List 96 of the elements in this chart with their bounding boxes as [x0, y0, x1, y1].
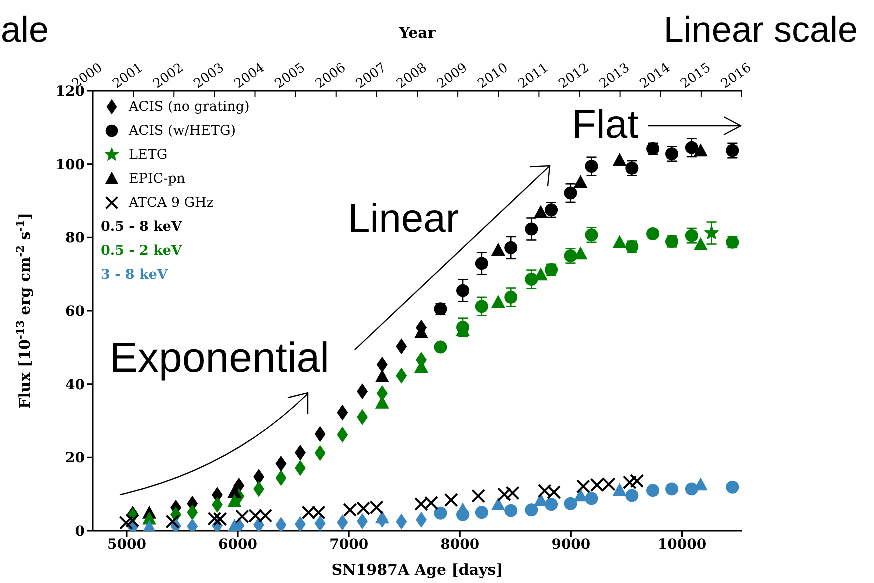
annotation: Flat	[572, 103, 639, 147]
point	[375, 510, 390, 524]
point	[312, 506, 326, 520]
point	[504, 290, 518, 304]
point	[545, 498, 558, 512]
point	[424, 496, 438, 510]
point	[497, 488, 512, 502]
point	[574, 488, 588, 502]
point	[602, 477, 616, 492]
text: Linear scale	[664, 9, 858, 50]
point	[622, 476, 637, 490]
point	[456, 284, 470, 298]
legend-label: ATCA 9 GHz	[129, 194, 214, 213]
point	[294, 516, 306, 531]
annotation: Linear	[348, 197, 460, 241]
y-tick-label: 40	[66, 377, 86, 394]
x-tick-label: 8000	[440, 536, 480, 553]
point	[534, 493, 548, 506]
point	[370, 500, 384, 515]
point	[126, 514, 140, 528]
point	[444, 493, 458, 508]
point	[547, 486, 562, 500]
point	[574, 175, 588, 188]
point	[576, 480, 590, 494]
text: ale	[1, 9, 50, 50]
point	[646, 228, 660, 240]
point	[506, 486, 520, 500]
point	[694, 144, 708, 157]
point	[228, 494, 242, 508]
point	[626, 489, 639, 502]
point	[213, 512, 228, 526]
point	[472, 489, 486, 504]
point	[646, 484, 660, 498]
y-tick-label: 20	[66, 450, 86, 467]
point	[726, 480, 740, 494]
point	[475, 300, 488, 314]
point	[414, 497, 428, 512]
point	[564, 497, 578, 510]
point	[525, 272, 538, 286]
point	[302, 506, 316, 520]
point	[685, 141, 698, 154]
point	[166, 514, 180, 529]
y-tick-label: 60	[66, 304, 86, 320]
annotation: 3 - 8 keV	[101, 266, 169, 285]
point	[375, 370, 390, 382]
point	[314, 516, 326, 531]
point	[343, 503, 358, 518]
legend-label: ACIS (w/HETG)	[129, 122, 236, 141]
point	[491, 295, 506, 308]
x-tick-label: 7000	[330, 536, 369, 553]
point	[630, 474, 644, 488]
point	[666, 482, 679, 496]
legend-label: LETG	[129, 146, 168, 165]
point	[585, 160, 598, 174]
point	[228, 485, 242, 498]
point	[704, 226, 720, 240]
point	[119, 516, 134, 530]
point	[491, 243, 506, 256]
point	[356, 502, 371, 516]
point	[475, 257, 488, 270]
x-tick-label: 9000	[552, 536, 591, 553]
point	[475, 506, 488, 520]
point	[504, 504, 518, 518]
point	[564, 186, 578, 200]
point	[590, 478, 604, 492]
x-tick-label: 10000	[658, 536, 707, 553]
x-axis-title: SN1987A Age [days]	[332, 561, 504, 579]
point	[491, 497, 506, 510]
x-tick-label: 5000	[108, 536, 147, 553]
y-tick-label: 0	[75, 524, 86, 540]
y-tick-label: 80	[66, 230, 86, 247]
point	[694, 238, 708, 250]
x2-axis-title: Year	[398, 24, 437, 42]
point	[525, 504, 538, 517]
point	[538, 484, 552, 498]
legend-label: ACIS (no grating)	[129, 98, 250, 117]
annotation: Exponential	[110, 334, 330, 381]
x-tick-label: 6000	[218, 536, 258, 553]
point	[456, 502, 470, 516]
point	[525, 222, 538, 236]
point	[612, 483, 627, 496]
point	[434, 506, 448, 520]
point	[248, 508, 263, 523]
annotation: 0.5 - 2 keV	[101, 242, 184, 261]
point	[235, 510, 250, 524]
point	[612, 235, 627, 248]
legend-label: EPIC-pn	[129, 170, 186, 189]
point	[534, 205, 548, 218]
point	[504, 241, 518, 254]
point	[585, 492, 598, 506]
point	[258, 508, 273, 523]
point	[434, 340, 448, 354]
point	[208, 512, 222, 526]
annotation: 0.5 - 8 keV	[101, 218, 184, 237]
point	[612, 153, 627, 166]
y-tick-label: 100	[56, 157, 86, 174]
